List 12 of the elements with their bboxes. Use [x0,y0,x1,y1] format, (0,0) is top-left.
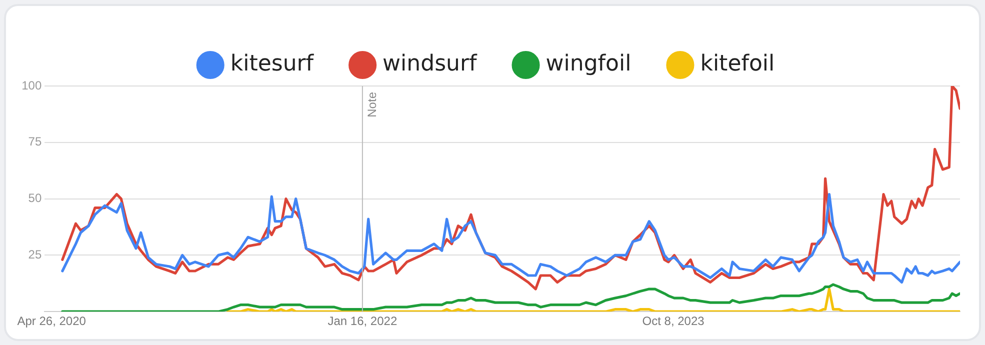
y-tick-label: 100 [22,78,42,92]
ref-line-label: Note [364,92,379,118]
legend-label: kitefoil [700,52,775,77]
y-tick-label: 75 [28,134,42,149]
legend-label: wingfoil [546,52,632,77]
y-tick-label: 50 [28,191,42,206]
x-tick-label: Apr 26, 2020 [17,314,86,328]
y-tick-label: 25 [28,248,42,262]
x-tick-label: Oct 8, 2023 [642,314,705,328]
x-tick-label: Jan 16, 2022 [328,314,398,328]
legend-label: windsurf [382,52,478,77]
legend-label: kitesurf [230,52,315,77]
